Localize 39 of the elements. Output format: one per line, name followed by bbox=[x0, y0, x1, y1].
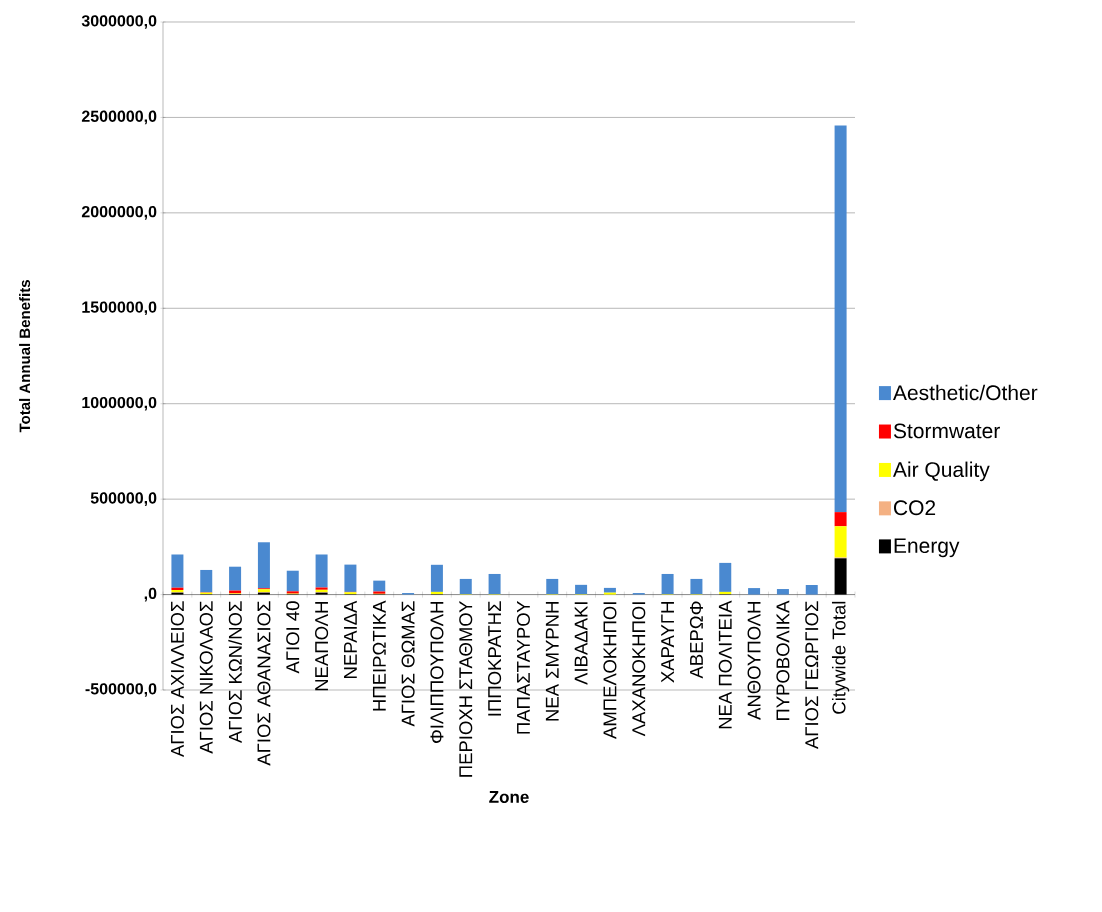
y-tick-label: 500000,0 bbox=[90, 492, 157, 506]
x-tick-label: ΑΓΙΟΣ ΑΧΙΛΛΕΙΟΣ bbox=[170, 601, 184, 758]
x-tick-label: Citywide Total bbox=[831, 601, 850, 714]
legend-label: Aesthetic/Other bbox=[892, 384, 1038, 401]
y-axis-title: Total Annual Benefits bbox=[19, 280, 31, 433]
legend-label: Energy bbox=[894, 538, 960, 558]
y-tick-label: 1500000,0 bbox=[82, 301, 157, 316]
y-tick-label: 1000000,0 bbox=[82, 396, 157, 411]
x-tick-label: ΛΑΧΑΝΟΚΗΠΟΙ bbox=[632, 602, 646, 737]
x-tick-label: ΙΠΠΟΚΡΑΤΗΣ bbox=[488, 601, 502, 716]
x-tick-label: ΑΓΙΟΣ ΘΩΜΑΣ bbox=[401, 601, 415, 727]
x-tick-label: ΑΝΘΟΥΠΟΛΗ bbox=[747, 602, 761, 720]
x-tick-label: ΑΓΙΟΣ ΚΩΝ/ΝΟΣ bbox=[228, 601, 242, 744]
x-tick-label: ΧΑΡΑΥΓΗ bbox=[661, 602, 674, 683]
x-tick-label: ΝΕΑΠΟΛΗ bbox=[315, 602, 329, 691]
legend-label: CO2 bbox=[894, 500, 936, 516]
x-tick-label: ΝΕΑ ΠΟΛΙΤΕΙΑ bbox=[718, 600, 732, 729]
x-tick-label: ΝΕΑ ΣΜΥΡΝΗ bbox=[545, 602, 559, 721]
x-tick-label: ΑΓΙΟΣ ΓΕΩΡΓΙΟΣ bbox=[805, 601, 819, 750]
x-tick-label: ΠΕΡΙΟΧΗ ΣΤΑΘΜΟΥ bbox=[459, 600, 473, 777]
y-tick-label: 3000000,0 bbox=[81, 15, 157, 29]
x-tick-label: ΠΥΡΟΒΟΛΙΚΑ bbox=[776, 600, 790, 721]
x-tick-label: ΦΙΛΙΠΠΟΥΠΟΛΗ bbox=[430, 602, 444, 743]
y-tick-label: 2500000,0 bbox=[81, 110, 157, 125]
x-tick-label: ΑΒΕΡΩΦ bbox=[689, 601, 703, 679]
x-tick-label: ΛΙΒΑΔΑΚΙ bbox=[574, 602, 588, 685]
x-axis-title: Zone bbox=[489, 791, 529, 803]
x-tick-label: ΑΓΙΟΙ 40 bbox=[286, 601, 300, 674]
x-tick-label: ΠΑΠΑΣΤΑΥΡΟΥ bbox=[516, 600, 530, 734]
legend-label: Stormwater bbox=[893, 423, 1000, 439]
x-tick-label: ΝΕΡΑΙΔΑ bbox=[344, 600, 357, 678]
y-tick-label: ,0 bbox=[144, 587, 157, 602]
x-tick-label: ΑΜΠΕΛΟΚΗΠΟΙ bbox=[603, 602, 617, 739]
y-tick-label: 2000000,0 bbox=[81, 206, 157, 220]
legend-label: Air Quality bbox=[892, 461, 990, 482]
x-tick-label: ΑΓΙΟΣ ΝΙΚΟΛΑΟΣ bbox=[199, 601, 213, 754]
x-tick-label: ΑΓΙΟΣ ΑΘΑΝΑΣΙΟΣ bbox=[257, 601, 271, 766]
y-tick-label: -500000,0 bbox=[85, 683, 157, 697]
x-tick-label: ΗΠΕΙΡΩΤΙΚΑ bbox=[372, 600, 386, 711]
